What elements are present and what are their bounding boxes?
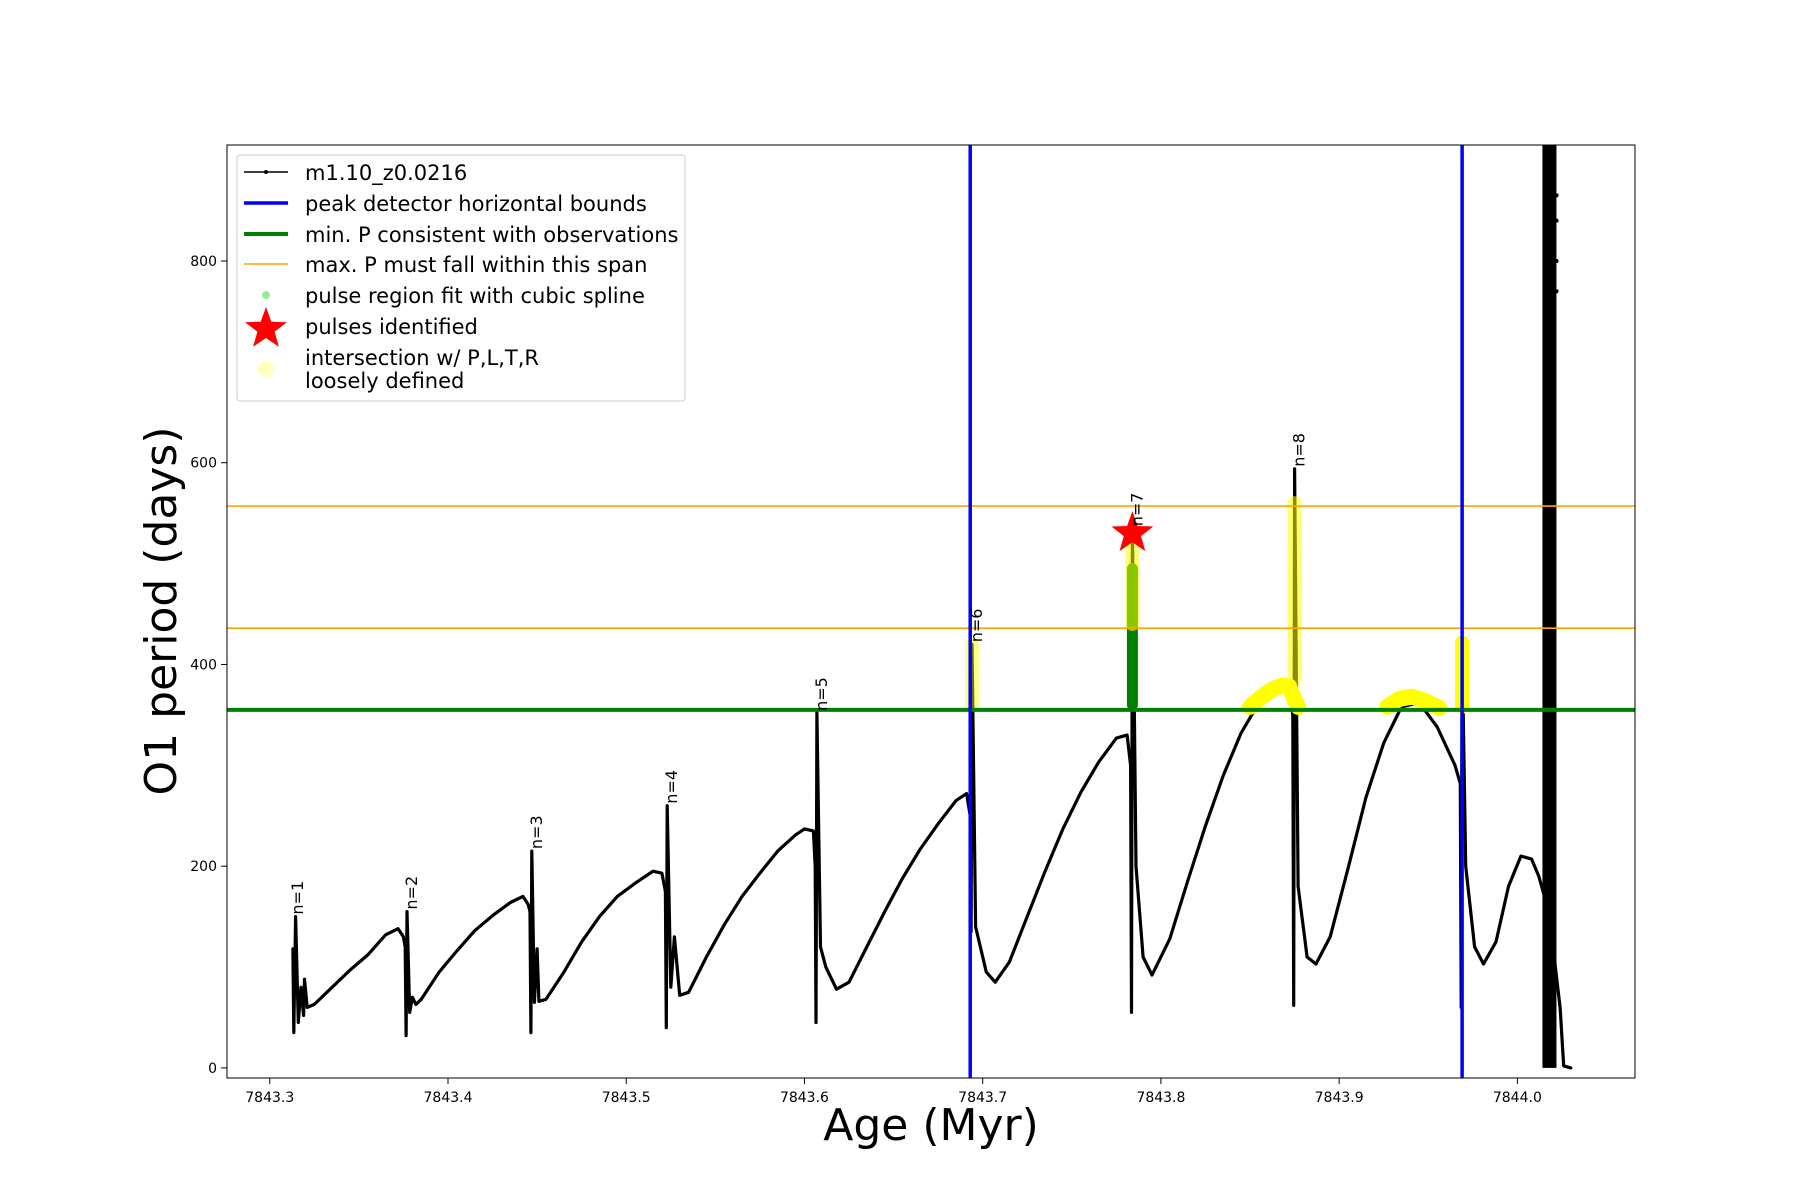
pulse-identified-star (1111, 511, 1154, 552)
y-axis: 0 200 400 600 800 (190, 254, 227, 1077)
x-axis-title: Age (Myr) (823, 1100, 1039, 1151)
y-tick-label-2: 200 (190, 859, 217, 875)
series-segment-2 (403, 894, 532, 1038)
pulse-label-3: n=3 (527, 815, 546, 849)
series-dot-3 (1554, 218, 1559, 223)
legend-label-loose: intersection w/ P,L,T,R (305, 346, 539, 370)
legend-label-spline: pulse region fit with cubic spline (305, 284, 645, 308)
pulse-label-5: n=5 (812, 677, 831, 711)
x-tick-label-4: 7843.6 (780, 1090, 829, 1106)
legend-label-series: m1.10_z0.0216 (305, 161, 467, 186)
y-tick-label-5: 800 (190, 254, 217, 270)
series-dot-4 (1554, 289, 1559, 294)
series-segment-8 (1291, 467, 1462, 1007)
legend-handle-spline (262, 291, 270, 299)
plot-frame (226, 144, 1636, 1079)
plot-layer: n=1 n=2 n=3 n=4 n=5 n=6 n=7 n=8 (227, 145, 1635, 1078)
y-tick-label-4: 600 (190, 456, 217, 472)
legend-box (236, 154, 686, 402)
x-tick-label-5: 7843.7 (958, 1090, 1007, 1106)
pulse-label-8: n=8 (1290, 433, 1309, 467)
series-segment-1 (291, 915, 407, 1035)
x-tick-label-1: 7843.3 (245, 1090, 294, 1106)
series-segment-7 (1129, 526, 1295, 1014)
loose-region-arc-2 (1379, 688, 1447, 716)
pulse-label-1: n=1 (288, 881, 307, 915)
legend-label-pulse: pulses identified (305, 315, 478, 339)
series-segment-3 (528, 849, 667, 1035)
x-tick-label-3: 7843.5 (602, 1090, 651, 1106)
legend-label-bounds: peak detector horizontal bounds (305, 192, 647, 216)
x-tick-label-2: 7843.4 (424, 1090, 473, 1106)
legend-handle-loose (258, 361, 274, 377)
pulse-label-4: n=4 (662, 770, 681, 804)
y-axis-title: O1 period (days) (136, 427, 187, 796)
x-tick-label-7: 7843.9 (1315, 1090, 1364, 1106)
loose-region-arc-1 (1242, 677, 1307, 715)
legend-label-max_p: max. P must fall within this span (305, 253, 647, 277)
series-dot-1 (1554, 258, 1559, 263)
y-tick-label-1: 0 (208, 1061, 217, 1077)
x-tick-label-8: 7844.0 (1493, 1090, 1542, 1106)
series-dot-2 (1554, 193, 1559, 198)
pulse-label-7: n=7 (1127, 493, 1146, 527)
legend-label-loose-2: loosely defined (305, 369, 464, 393)
series-segment-6 (968, 642, 1133, 984)
pulse-label-2: n=2 (402, 876, 421, 910)
series-segment-5 (813, 711, 972, 1025)
legend-handle-pulse (245, 307, 287, 347)
x-tick-label-6: 7843.8 (1136, 1090, 1185, 1106)
legend-handle-series-marker (264, 170, 268, 174)
series-segment-9 (1458, 642, 1573, 1070)
series-segment-4 (663, 804, 817, 1030)
y-tick-label-3: 400 (190, 657, 217, 673)
x-axis: 7843.3 7843.4 7843.5 7843.6 7843.7 7843.8 7843… (245, 1078, 1542, 1106)
pulse-label-6: n=6 (967, 609, 986, 643)
legend-label-min_p: min. P consistent with observations (305, 223, 678, 247)
